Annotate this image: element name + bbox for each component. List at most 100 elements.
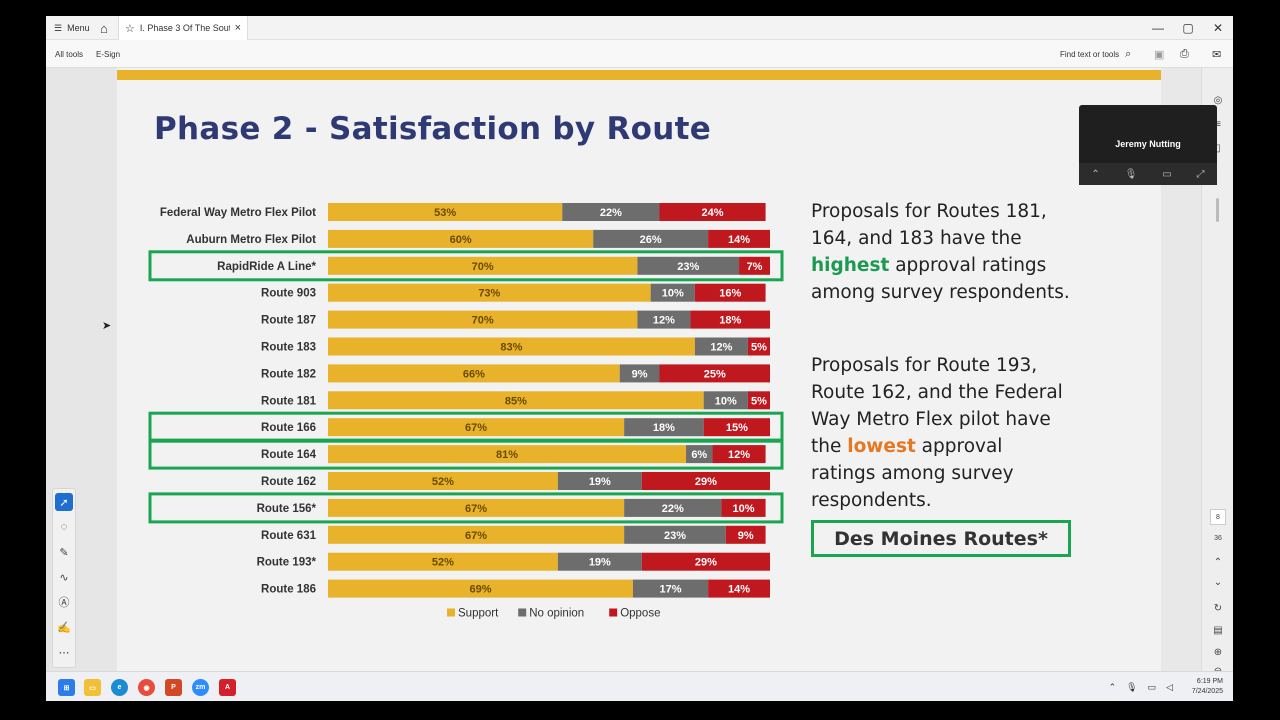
mail-icon[interactable]: ✉ [1212, 48, 1222, 61]
tray-chevron-icon[interactable]: ⌃ [1108, 681, 1117, 692]
more-tools-icon[interactable]: ⋯ [58, 646, 70, 659]
text-tool-icon[interactable]: Ⓐ [58, 597, 70, 609]
edge-icon[interactable]: e [111, 679, 128, 696]
document-tab[interactable]: ☆ I. Phase 3 Of The South ... × [118, 16, 248, 40]
bar-support [328, 552, 558, 571]
bar-no-opinion [624, 498, 722, 517]
bar-value-label: 9% [738, 530, 754, 542]
bar-support [328, 498, 625, 517]
bar-oppose [659, 203, 766, 221]
select-tool-icon[interactable]: ➚ [55, 493, 73, 511]
bar-value-label: 10% [662, 288, 684, 300]
bar-oppose [690, 310, 770, 329]
bar-value-label: 5% [751, 342, 767, 354]
add-comment-icon[interactable]: ◌ [60, 521, 68, 533]
bar-value-label: 52% [432, 557, 454, 569]
des-moines-routes-box: Des Moines Routes* [811, 520, 1071, 557]
minimize-button[interactable]: — [1152, 21, 1164, 35]
save-icon[interactable]: ▣ [1154, 48, 1165, 61]
bar-value-label: 18% [719, 315, 741, 327]
esign-link[interactable]: E-Sign [96, 49, 121, 59]
powerpoint-icon[interactable]: P [165, 679, 182, 696]
maximize-button[interactable]: ▢ [1182, 21, 1194, 35]
page-number-input[interactable]: 8 [1210, 509, 1226, 525]
ai-assistant-icon[interactable]: ◎ [1213, 94, 1223, 106]
zoom-in-icon[interactable]: ⊕ [1213, 646, 1223, 658]
expand-icon[interactable]: ⤢ [1196, 168, 1205, 180]
para2-before: Proposals for Route 193, Route 162, and … [811, 355, 1063, 457]
bar-support [328, 364, 620, 383]
tab-close-icon[interactable]: × [234, 22, 241, 34]
title-bar: ☰ Menu ⌂ ☆ I. Phase 3 Of The South ... ×… [46, 16, 1233, 40]
draw-icon[interactable]: ∿ [59, 571, 69, 584]
bar-value-label: 60% [450, 234, 472, 246]
highlight-box [148, 250, 784, 282]
search-icon[interactable]: ⌕ [1125, 47, 1132, 60]
acrobat-icon[interactable]: A [219, 679, 236, 696]
bar-value-label: 29% [695, 476, 717, 488]
bar-no-opinion [562, 203, 660, 221]
highlight-icon[interactable]: ✎ [59, 546, 69, 559]
legend-swatch [518, 608, 527, 617]
next-page-icon[interactable]: ⌄ [1213, 576, 1223, 588]
camera-icon[interactable]: ▭ [1162, 168, 1172, 180]
rotate-icon[interactable]: ↻ [1213, 602, 1223, 614]
system-tray: ⌃ 🎙 ▭ ◁ [1109, 672, 1173, 701]
find-tools[interactable]: Find text or tools ⌕ [1060, 40, 1131, 68]
volume-icon[interactable]: ◁ [1166, 681, 1173, 692]
find-label: Find text or tools [1060, 49, 1120, 59]
bar-support [328, 579, 633, 598]
home-icon[interactable]: ⌂ [100, 20, 108, 36]
bar-value-label: 25% [704, 368, 726, 380]
bar-oppose [747, 337, 770, 356]
lowest-keyword: lowest [847, 436, 916, 457]
para2-after: approval ratings among survey respondent… [811, 436, 1014, 511]
star-icon[interactable]: ☆ [125, 22, 135, 35]
scrollbar-thumb[interactable] [1216, 198, 1219, 222]
network-icon[interactable]: ▭ [1147, 681, 1157, 692]
bar-no-opinion [593, 229, 709, 248]
close-window-button[interactable]: ✕ [1212, 21, 1224, 35]
bar-oppose [703, 418, 770, 437]
bar-value-label: 26% [640, 234, 662, 246]
chevron-up-icon[interactable]: ⌃ [1091, 168, 1100, 180]
bar-value-label: 23% [677, 261, 699, 273]
highlight-box [148, 438, 784, 470]
bar-oppose [694, 283, 766, 302]
windows-start-icon[interactable]: ⊞ [58, 679, 75, 696]
taskbar: ⊞ ▭ e ◉ P zm A ⌃ 🎙 ▭ ◁ 6:19 PM 7/24/2025 [46, 671, 1233, 701]
tab-title: I. Phase 3 Of The South ... [139, 23, 230, 33]
bookmarks-icon[interactable]: ▯ [1215, 142, 1221, 154]
menu-button[interactable]: ☰ Menu [54, 16, 90, 40]
clock[interactable]: 6:19 PM 7/24/2025 [1192, 677, 1223, 697]
legend-swatch [447, 608, 455, 617]
bar-value-label: 70% [472, 261, 494, 273]
file-explorer-icon[interactable]: ▭ [84, 679, 101, 696]
category-label: Route 182 [261, 368, 316, 380]
legend-swatch [609, 608, 618, 617]
bar-value-label: 14% [728, 234, 750, 246]
bar-value-label: 66% [463, 368, 485, 380]
bar-support [328, 445, 687, 464]
sign-icon[interactable]: ✍ [57, 621, 71, 634]
zoom-app-icon[interactable]: zm [192, 679, 209, 696]
bar-oppose [659, 364, 770, 383]
prev-page-icon[interactable]: ⌃ [1213, 556, 1223, 568]
bar-value-label: 10% [732, 503, 754, 515]
legend-label: No opinion [529, 608, 584, 620]
video-overlay[interactable]: Jeremy Nutting ⌃ 🎙 ▭ ⤢ [1079, 105, 1217, 185]
bar-no-opinion [686, 445, 713, 464]
microphone-icon[interactable]: 🎙 [1124, 168, 1138, 180]
menu-label: Menu [67, 23, 90, 33]
tray-mic-icon[interactable]: 🎙 [1126, 681, 1138, 692]
bar-value-label: 22% [662, 503, 684, 515]
all-tools-link[interactable]: All tools [55, 49, 84, 59]
page-tool-icon[interactable]: ▤ [1213, 624, 1223, 636]
bar-support [328, 229, 594, 248]
print-icon[interactable]: ⎙ [1180, 47, 1189, 60]
chrome-icon[interactable]: ◉ [138, 679, 155, 696]
bar-value-label: 53% [434, 207, 456, 219]
comments-icon[interactable]: ≡ [1215, 118, 1221, 130]
bar-value-label: 22% [600, 207, 622, 219]
bar-no-opinion [557, 472, 642, 490]
